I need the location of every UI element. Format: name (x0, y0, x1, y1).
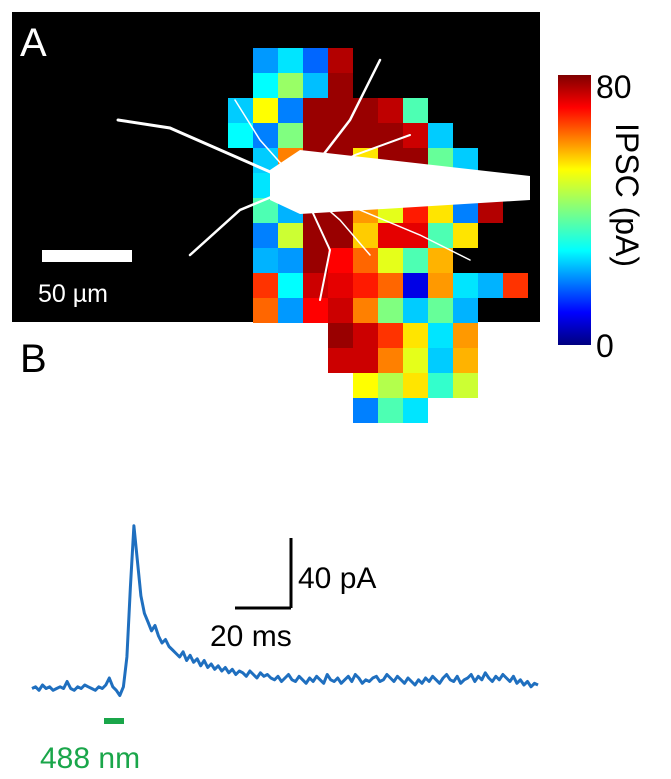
map-cell (328, 73, 353, 98)
map-cell (328, 298, 353, 323)
map-cell (303, 248, 328, 273)
map-cell (428, 273, 453, 298)
map-cell (403, 248, 428, 273)
map-cell (328, 48, 353, 73)
scale-bar-label: 50 µm (38, 280, 108, 308)
stimulus-bar (104, 718, 124, 724)
map-cell (278, 48, 303, 73)
map-cell (428, 373, 453, 398)
map-cell (353, 398, 378, 423)
map-cell (353, 323, 378, 348)
map-cell (403, 323, 428, 348)
colorbar-max-label: 80 (596, 69, 632, 105)
colorbar-title: IPSC (pA) (609, 123, 645, 267)
recording-pipette (270, 150, 530, 214)
map-cell (378, 323, 403, 348)
map-cell (228, 123, 253, 148)
map-cell (253, 223, 278, 248)
map-cell (353, 248, 378, 273)
map-cell (378, 123, 403, 148)
map-cell (253, 48, 278, 73)
map-cell (403, 298, 428, 323)
map-cell (328, 273, 353, 298)
map-cell (278, 273, 303, 298)
colorbar-gradient (558, 75, 591, 345)
map-cell (253, 248, 278, 273)
map-cell (278, 73, 303, 98)
ipsc-trace (31, 524, 539, 697)
map-cell (403, 373, 428, 398)
map-cell (478, 273, 503, 298)
map-cell (253, 73, 278, 98)
map-cell (278, 123, 303, 148)
map-cell (378, 273, 403, 298)
map-cell (353, 373, 378, 398)
map-cell (428, 348, 453, 373)
map-cell (428, 248, 453, 273)
map-cell (353, 298, 378, 323)
map-cell (303, 123, 328, 148)
panel-a: A 50 µm (12, 12, 540, 423)
map-cell (403, 348, 428, 373)
map-cell (378, 348, 403, 373)
scale-x-label: 20 ms (210, 620, 292, 653)
map-cell (353, 348, 378, 373)
colorbar-min-label: 0 (596, 328, 614, 364)
map-cell (328, 348, 353, 373)
map-cell (378, 248, 403, 273)
map-cell (403, 398, 428, 423)
panel-a-label: A (20, 21, 47, 65)
map-cell (278, 98, 303, 123)
map-cell (503, 273, 528, 298)
map-cell (453, 273, 478, 298)
map-cell (428, 223, 453, 248)
scale-bar (42, 250, 132, 262)
panel-b-label: B (20, 337, 47, 381)
map-cell (378, 398, 403, 423)
map-cell (378, 223, 403, 248)
soma (273, 163, 317, 207)
map-cell (353, 98, 378, 123)
scale-bars: 40 pA 20 ms (210, 538, 376, 653)
map-cell (253, 298, 278, 323)
map-cell (328, 98, 353, 123)
scale-y-label: 40 pA (298, 562, 376, 595)
map-cell (328, 223, 353, 248)
map-cell (378, 98, 403, 123)
map-cell (453, 373, 478, 398)
map-cell (378, 373, 403, 398)
map-cell (328, 323, 353, 348)
map-cell (453, 298, 478, 323)
map-cell (403, 98, 428, 123)
map-cell (253, 273, 278, 298)
colorbar: 80 0 IPSC (pA) (558, 69, 645, 364)
map-cell (253, 98, 278, 123)
map-cell (428, 323, 453, 348)
map-cell (353, 273, 378, 298)
map-cell (353, 123, 378, 148)
map-cell (353, 223, 378, 248)
map-cell (303, 98, 328, 123)
map-cell (303, 298, 328, 323)
map-cell (278, 223, 303, 248)
map-cell (403, 273, 428, 298)
map-cell (403, 223, 428, 248)
map-cell (228, 98, 253, 123)
panel-b: B 40 pA 20 ms 488 nm (20, 337, 539, 775)
map-cell (328, 248, 353, 273)
map-cell (278, 248, 303, 273)
map-cell (303, 48, 328, 73)
map-cell (278, 298, 303, 323)
map-cell (453, 323, 478, 348)
map-cell (453, 348, 478, 373)
map-cell (378, 298, 403, 323)
map-cell (303, 73, 328, 98)
map-cell (453, 223, 478, 248)
map-cell (428, 298, 453, 323)
map-cell (428, 123, 453, 148)
stimulus-label: 488 nm (40, 742, 140, 775)
